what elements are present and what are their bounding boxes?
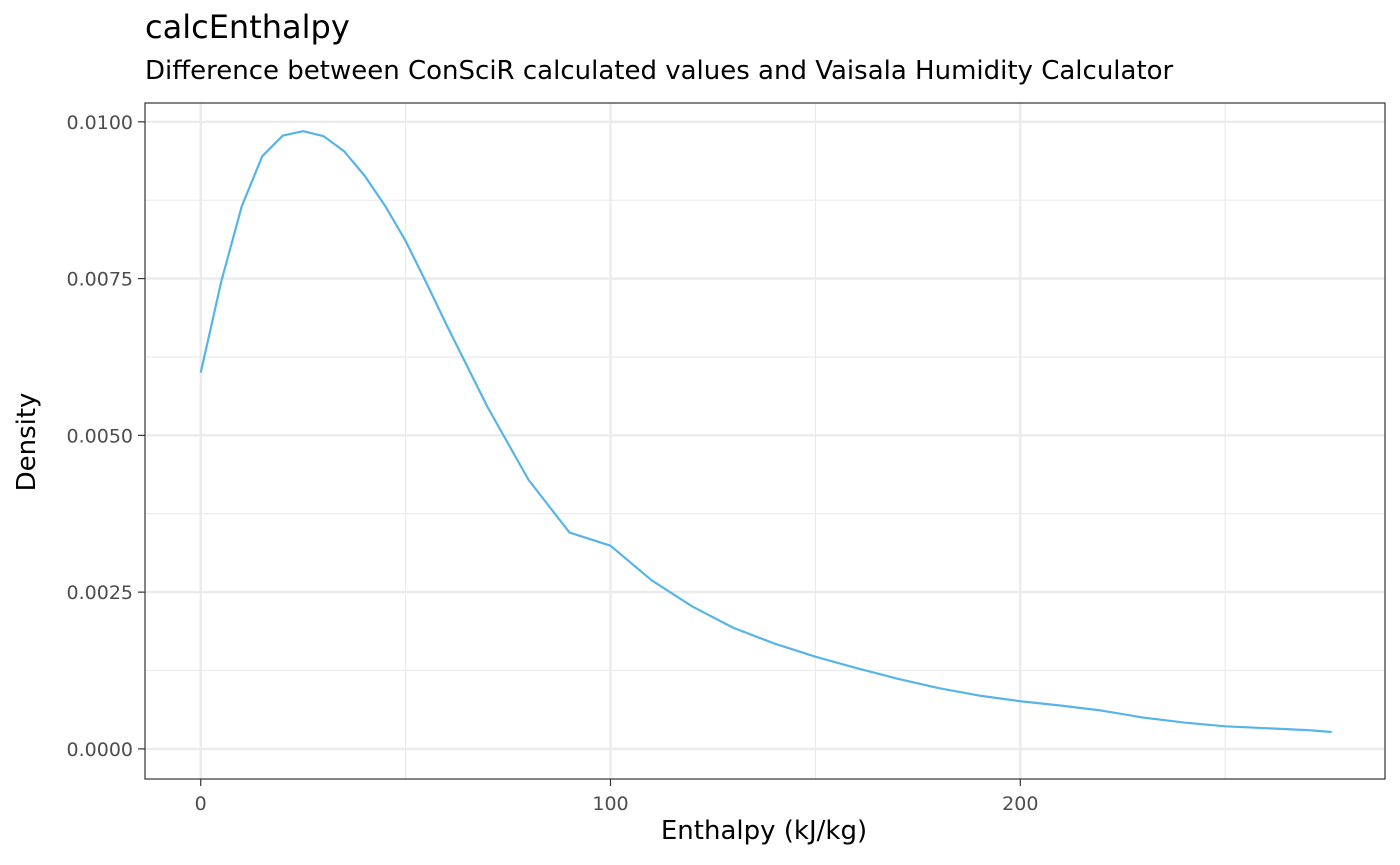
y-tick-label: 0.0100 — [67, 112, 133, 134]
chart-subtitle: Difference between ConSciR calculated va… — [145, 56, 1174, 86]
plot-border — [144, 102, 1386, 780]
y-tick-label: 0.0050 — [67, 425, 133, 447]
x-tick-label: 100 — [592, 793, 628, 815]
chart-title: calcEnthalpy — [145, 8, 350, 46]
density-line — [199, 130, 1332, 734]
x-axis-label: Enthalpy (kJ/kg) — [660, 816, 868, 846]
x-tick-label: 200 — [1002, 793, 1038, 815]
x-tick-label: 0 — [195, 793, 207, 815]
y-tick-label: 0.0000 — [67, 739, 133, 761]
y-tick-label: 0.0075 — [67, 269, 133, 291]
plot-panel — [145, 103, 1385, 779]
y-tick-label: 0.0025 — [67, 582, 133, 604]
